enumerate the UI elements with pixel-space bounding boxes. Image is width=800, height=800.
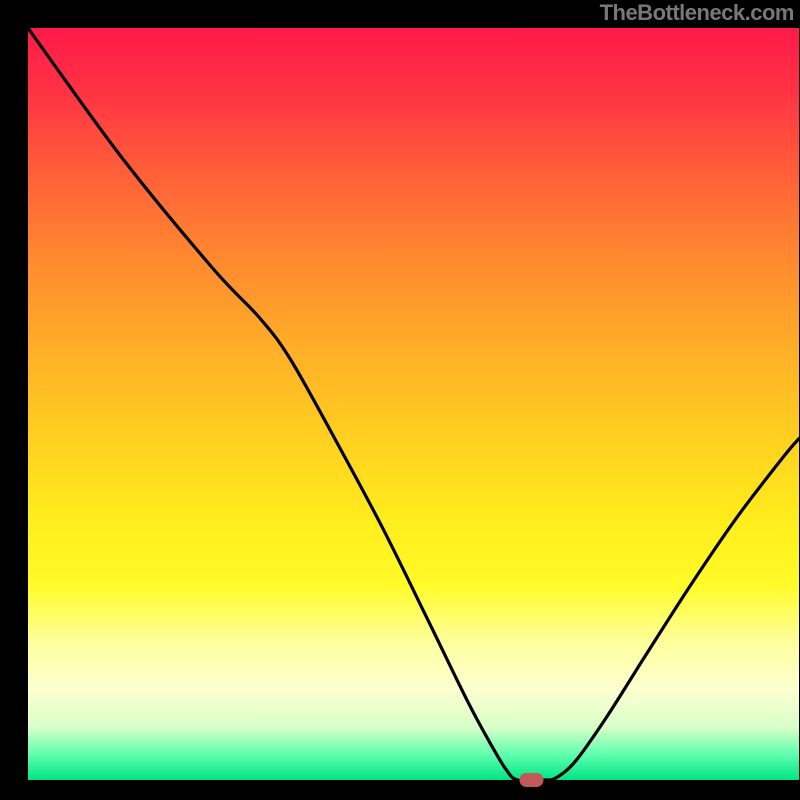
chart-svg [0,0,800,800]
watermark-label: TheBottleneck.com [600,0,794,26]
chart-frame: TheBottleneck.com [0,0,800,800]
optimal-point-marker [519,773,543,787]
plot-background [28,28,799,780]
